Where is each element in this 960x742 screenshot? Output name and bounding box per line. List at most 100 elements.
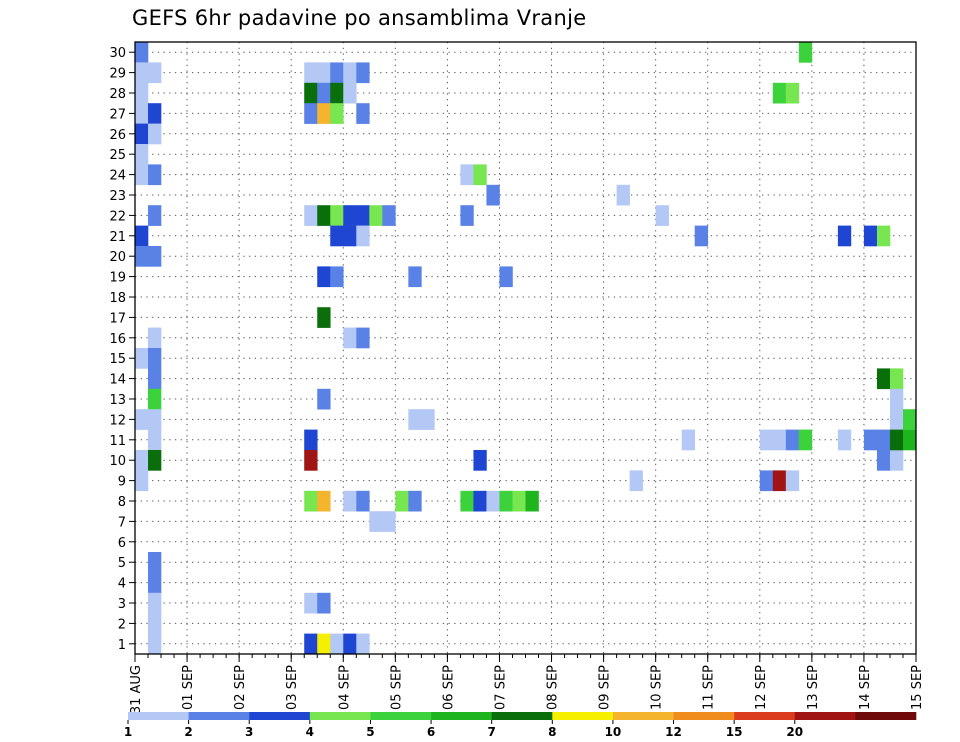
precip-cell xyxy=(135,144,149,165)
x-axis: 31 AUG 01 SEP 02 SEP 03 SEP 04 SEP 05 SEP 06 S… xyxy=(129,654,925,714)
y-tick-label: 18 xyxy=(109,291,126,306)
y-tick-label: 6 xyxy=(118,536,126,551)
y-tick-label: 4 xyxy=(118,577,126,592)
precip-cell xyxy=(382,511,396,532)
precip-cell xyxy=(148,592,162,614)
legend-swatch xyxy=(249,712,311,720)
x-tick-label: 02 SEP xyxy=(233,665,248,710)
precip-cell xyxy=(330,266,344,288)
precip-cell xyxy=(863,225,878,247)
precip-cell xyxy=(148,368,162,390)
precip-cell xyxy=(343,327,357,349)
precip-cell xyxy=(889,368,904,390)
precip-cell xyxy=(148,62,162,84)
legend-label: 8 xyxy=(548,725,556,739)
y-tick-label: 25 xyxy=(109,148,126,163)
y-tick-label: 5 xyxy=(118,556,126,571)
legend-swatch xyxy=(855,712,917,720)
legend-label: 3 xyxy=(245,725,253,739)
y-tick-label: 22 xyxy=(109,209,126,224)
precip-cell xyxy=(681,429,696,451)
legend-swatch xyxy=(370,712,432,720)
precip-cell xyxy=(148,409,162,430)
plot-frame xyxy=(134,41,917,655)
precip-cell xyxy=(148,429,162,451)
precip-cell xyxy=(135,42,149,63)
precip-cell xyxy=(460,490,474,512)
precip-cell xyxy=(343,490,357,512)
precip-cell xyxy=(889,388,904,410)
precip-cell xyxy=(304,429,318,451)
precip-cell xyxy=(304,633,318,655)
precip-cell xyxy=(304,205,318,226)
legend-label: 15 xyxy=(726,725,743,739)
precip-cell xyxy=(343,205,357,226)
precip-cell xyxy=(902,429,917,451)
chart-title: GEFS 6hr padavine po ansamblima Vranje xyxy=(132,6,587,30)
precip-cell xyxy=(486,490,500,512)
y-tick-label: 14 xyxy=(109,373,126,388)
precip-cell xyxy=(317,82,331,104)
precip-cell xyxy=(356,490,370,512)
precip-cell xyxy=(317,62,331,84)
precip-cell xyxy=(304,82,318,104)
precip-cell xyxy=(902,409,917,430)
precip-cell xyxy=(148,388,162,410)
precip-cell xyxy=(148,246,162,267)
precip-cell xyxy=(330,103,344,124)
precip-cells xyxy=(135,42,917,655)
precip-cell xyxy=(772,429,787,451)
x-tick-label: 15 SEP xyxy=(910,665,925,710)
precip-cell xyxy=(785,470,800,492)
legend-swatch xyxy=(552,712,614,720)
precip-cell xyxy=(330,82,344,104)
precip-cell xyxy=(408,266,422,288)
legend-swatch xyxy=(673,712,735,720)
y-axis: 1234567891011121314151617181920212223242… xyxy=(109,46,135,653)
precip-cell xyxy=(343,633,357,655)
y-tick-label: 19 xyxy=(109,271,126,286)
x-tick-label: 03 SEP xyxy=(285,665,300,710)
precip-cell xyxy=(512,490,526,512)
y-tick-label: 15 xyxy=(109,352,126,367)
y-tick-label: 30 xyxy=(109,46,126,61)
y-tick-label: 23 xyxy=(109,189,126,204)
y-tick-label: 26 xyxy=(109,128,126,143)
precip-cell xyxy=(876,225,891,247)
legend-label: 20 xyxy=(786,725,803,739)
precip-cell xyxy=(421,409,435,430)
legend-label: 10 xyxy=(605,725,622,739)
precip-cell xyxy=(369,511,383,532)
precip-cell xyxy=(525,490,539,512)
legend-label: 7 xyxy=(488,725,496,739)
y-tick-label: 3 xyxy=(118,597,126,612)
x-tick-label: 06 SEP xyxy=(441,665,456,710)
x-tick-label: 14 SEP xyxy=(858,665,873,710)
x-tick-label: 07 SEP xyxy=(493,665,508,710)
precip-cell xyxy=(330,633,344,655)
precip-cell xyxy=(876,368,891,390)
precip-cell xyxy=(876,429,891,451)
precip-cell xyxy=(135,225,149,247)
precip-cell xyxy=(135,246,149,267)
x-tick-label: 08 SEP xyxy=(546,665,561,710)
y-tick-label: 1 xyxy=(118,638,126,653)
x-tick-label: 09 SEP xyxy=(598,665,613,710)
precip-cell xyxy=(317,490,331,512)
precip-cell xyxy=(304,450,318,471)
precip-cell xyxy=(148,552,162,573)
precip-cell xyxy=(499,490,513,512)
precip-cell xyxy=(382,205,396,226)
precip-cell xyxy=(473,164,487,186)
y-tick-label: 17 xyxy=(109,311,126,326)
precip-cell xyxy=(772,82,787,104)
precip-cell xyxy=(135,164,149,186)
precip-cell xyxy=(369,205,383,226)
precip-cell xyxy=(148,123,162,145)
precip-cell xyxy=(330,205,344,226)
precip-cell xyxy=(629,470,643,492)
x-tick-label: 04 SEP xyxy=(337,665,352,710)
legend-swatch xyxy=(794,712,856,720)
legend-label: 4 xyxy=(306,725,314,739)
